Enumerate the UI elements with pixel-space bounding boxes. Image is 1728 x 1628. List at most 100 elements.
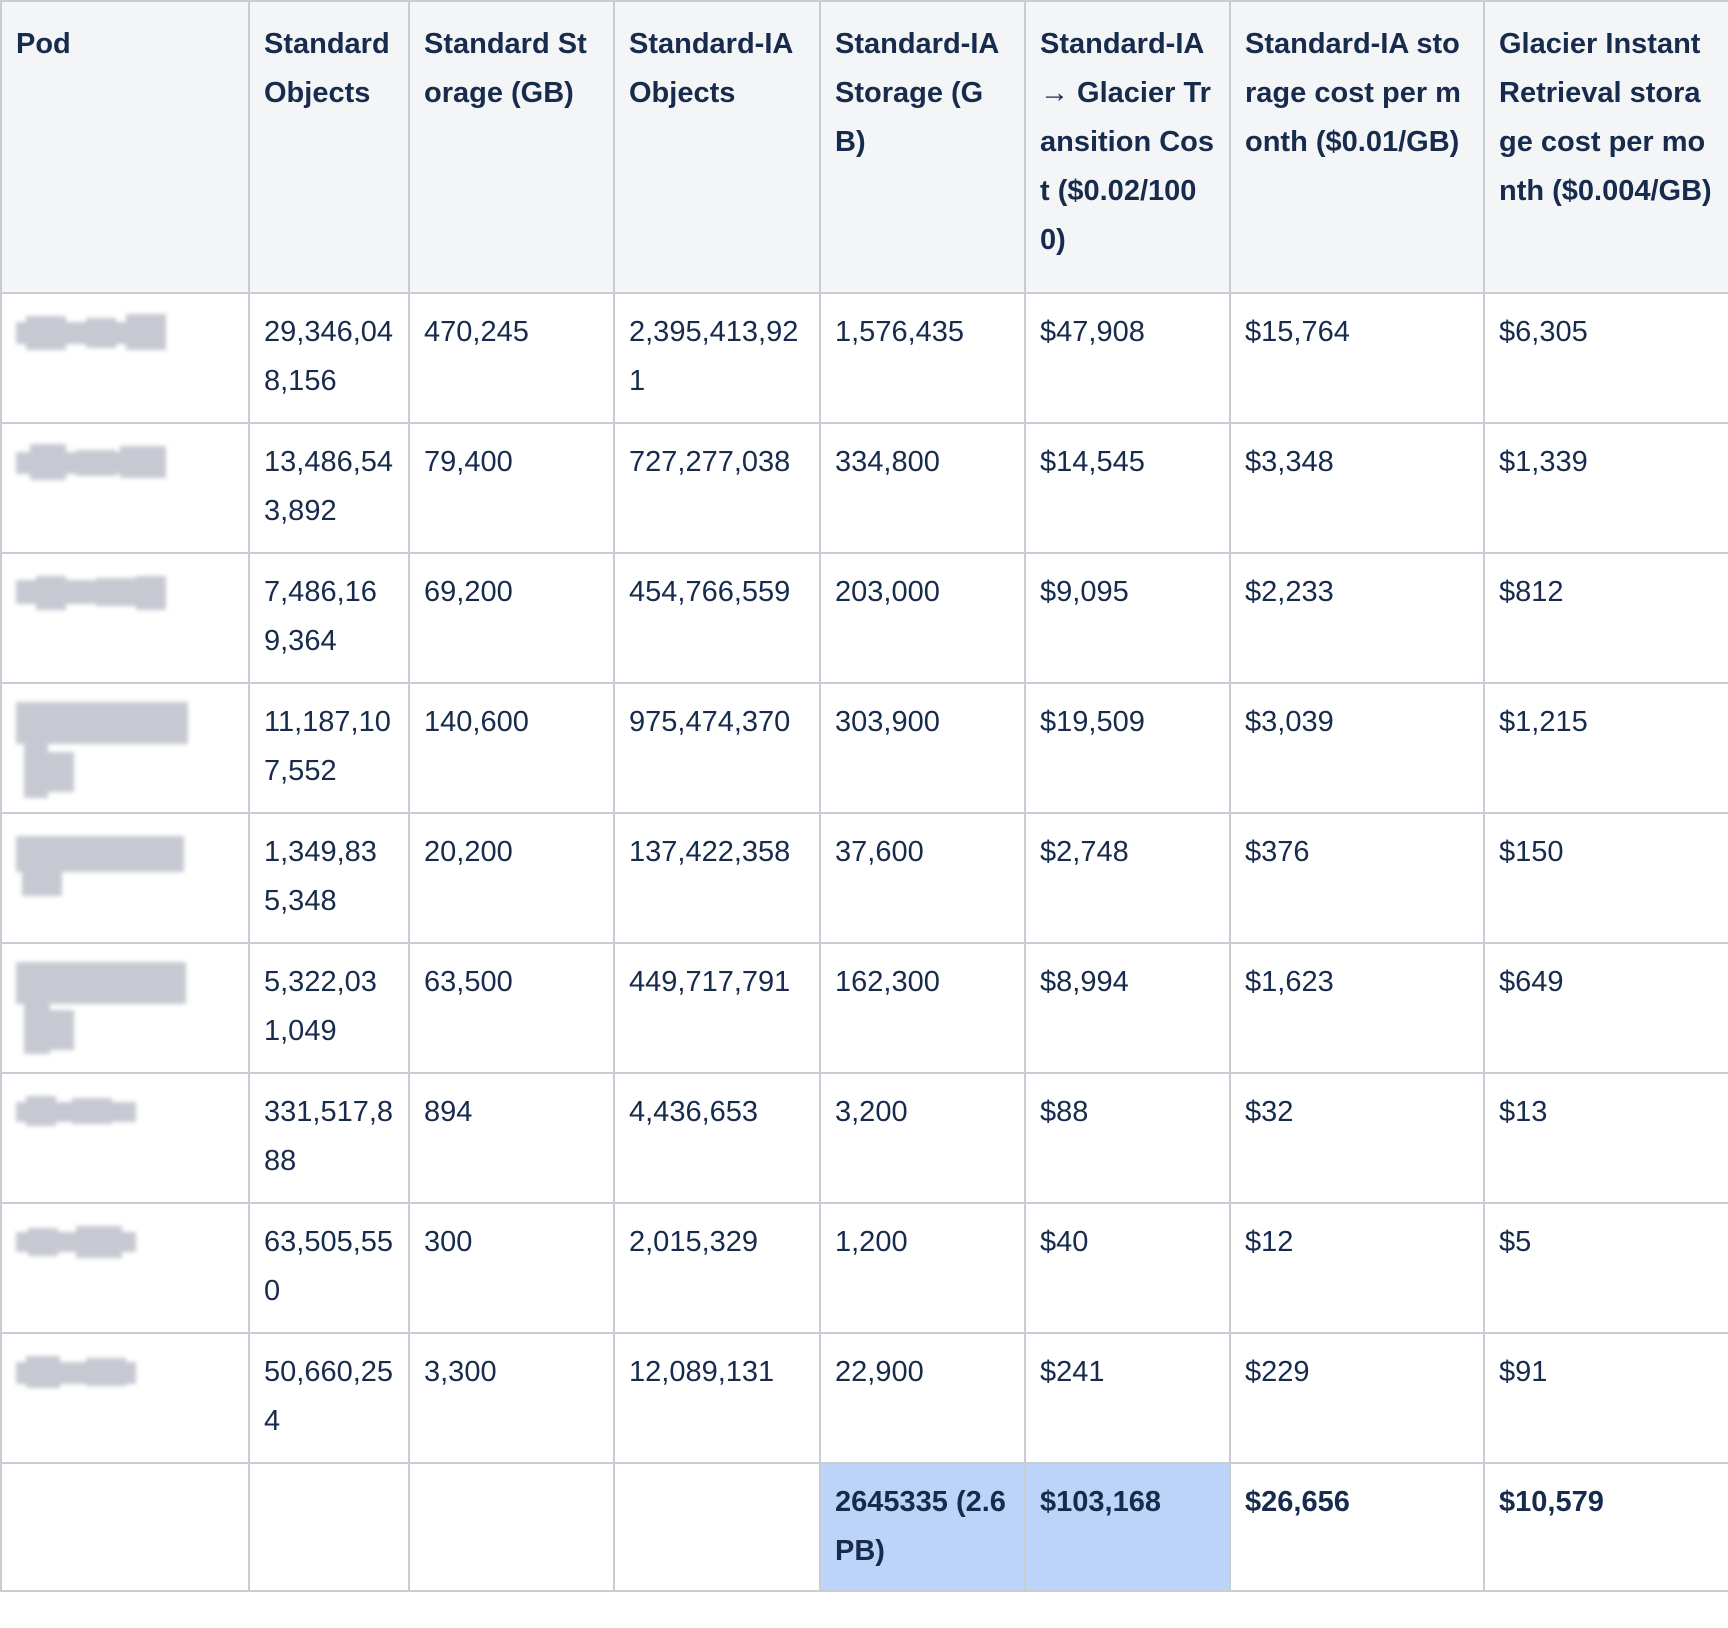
glacier-cost-cell: $13 <box>1483 1072 1728 1204</box>
pod-name-cell <box>0 682 250 814</box>
redacted-pod-name <box>16 1352 186 1392</box>
standard-ia-storage-cell: 1,200 <box>819 1202 1026 1334</box>
standard-objects-cell: 50,660,254 <box>248 1332 410 1464</box>
standard-objects-cell: 29,346,048,156 <box>248 292 410 424</box>
table-row: 331,517,888 894 4,436,653 3,200 $88 $32 $13 <box>0 1072 1728 1204</box>
header-row: Pod Standard Objects Standard Storage (G… <box>0 0 1728 294</box>
standard-ia-storage-cell: 22,900 <box>819 1332 1026 1464</box>
pod-name-cell <box>0 1202 250 1334</box>
pod-name-cell <box>0 1072 250 1204</box>
glacier-cost-cell: $1,215 <box>1483 682 1728 814</box>
pod-name-cell <box>0 812 250 944</box>
standard-ia-objects-cell: 2,015,329 <box>613 1202 821 1334</box>
glacier-cost-cell: $812 <box>1483 552 1728 684</box>
transition-cost-cell: $9,095 <box>1024 552 1231 684</box>
glacier-cost-cell: $150 <box>1483 812 1728 944</box>
totals-standard-ia-objects-cell <box>613 1462 821 1592</box>
pod-name-cell <box>0 422 250 554</box>
standard-ia-objects-cell: 975,474,370 <box>613 682 821 814</box>
header-standard-ia-storage: Standard-IA Storage (GB) <box>819 0 1026 294</box>
transition-cost-cell: $40 <box>1024 1202 1231 1334</box>
standard-ia-storage-cell: 334,800 <box>819 422 1026 554</box>
standard-ia-cost-cell: $376 <box>1229 812 1485 944</box>
totals-pod-cell <box>0 1462 250 1592</box>
transition-cost-cell: $14,545 <box>1024 422 1231 554</box>
glacier-cost-cell: $1,339 <box>1483 422 1728 554</box>
standard-ia-cost-cell: $12 <box>1229 1202 1485 1334</box>
table-row: 29,346,048,156 470,245 2,395,413,921 1,576,… <box>0 292 1728 424</box>
standard-objects-cell: 331,517,888 <box>248 1072 410 1204</box>
totals-standard-storage-cell <box>408 1462 615 1592</box>
totals-glacier-cost-cell: $10,579 <box>1483 1462 1728 1592</box>
redacted-pod-name <box>16 1092 186 1132</box>
standard-ia-objects-cell: 12,089,131 <box>613 1332 821 1464</box>
totals-standard-ia-storage-cell: 2645335 (2.6 PB) <box>819 1462 1026 1592</box>
standard-ia-objects-cell: 449,717,791 <box>613 942 821 1074</box>
transition-cost-cell: $47,908 <box>1024 292 1231 424</box>
table-row: 11,187,107,552 140,600 975,474,370 303,900 $… <box>0 682 1728 814</box>
standard-ia-cost-cell: $229 <box>1229 1332 1485 1464</box>
standard-ia-storage-cell: 203,000 <box>819 552 1026 684</box>
totals-row: 2645335 (2.6 PB) $103,168 $26,656 $10,579 <box>0 1462 1728 1592</box>
standard-ia-objects-cell: 137,422,358 <box>613 812 821 944</box>
standard-objects-cell: 13,486,543,892 <box>248 422 410 554</box>
pod-name-cell <box>0 552 250 684</box>
table-row: 5,322,031,049 63,500 449,717,791 162,300 $8,… <box>0 942 1728 1074</box>
table-row: 7,486,169,364 69,200 454,766,559 203,000 $9,… <box>0 552 1728 684</box>
standard-objects-cell: 7,486,169,364 <box>248 552 410 684</box>
pod-name-cell <box>0 1332 250 1464</box>
redacted-pod-name <box>16 702 188 798</box>
standard-objects-cell: 11,187,107,552 <box>248 682 410 814</box>
redacted-pod-name <box>16 442 186 482</box>
header-standard-ia-cost: Standard-IA storage cost per month ($0.0… <box>1229 0 1485 294</box>
table-row: 50,660,254 3,300 12,089,131 22,900 $241 $229 $… <box>0 1332 1728 1464</box>
glacier-cost-cell: $91 <box>1483 1332 1728 1464</box>
standard-objects-cell: 5,322,031,049 <box>248 942 410 1074</box>
header-glacier-cost: Glacier Instant Retrieval storage cost p… <box>1483 0 1728 294</box>
redacted-pod-name <box>16 962 186 1058</box>
standard-ia-cost-cell: $3,348 <box>1229 422 1485 554</box>
standard-storage-cell: 69,200 <box>408 552 615 684</box>
header-standard-storage: Standard Storage (GB) <box>408 0 615 294</box>
standard-ia-objects-cell: 727,277,038 <box>613 422 821 554</box>
standard-objects-cell: 63,505,550 <box>248 1202 410 1334</box>
standard-ia-cost-cell: $1,623 <box>1229 942 1485 1074</box>
standard-storage-cell: 300 <box>408 1202 615 1334</box>
standard-ia-storage-cell: 303,900 <box>819 682 1026 814</box>
transition-cost-cell: $241 <box>1024 1332 1231 1464</box>
standard-ia-objects-cell: 454,766,559 <box>613 552 821 684</box>
standard-storage-cell: 79,400 <box>408 422 615 554</box>
totals-standard-ia-cost-cell: $26,656 <box>1229 1462 1485 1592</box>
totals-standard-objects-cell <box>248 1462 410 1592</box>
table-row: 13,486,543,892 79,400 727,277,038 334,800 $1… <box>0 422 1728 554</box>
standard-storage-cell: 894 <box>408 1072 615 1204</box>
redacted-pod-name <box>16 832 186 928</box>
standard-ia-cost-cell: $15,764 <box>1229 292 1485 424</box>
standard-ia-objects-cell: 2,395,413,921 <box>613 292 821 424</box>
standard-storage-cell: 20,200 <box>408 812 615 944</box>
pod-name-cell <box>0 292 250 424</box>
header-standard-objects: Standard Objects <box>248 0 410 294</box>
totals-transition-cost-cell: $103,168 <box>1024 1462 1231 1592</box>
standard-ia-storage-cell: 1,576,435 <box>819 292 1026 424</box>
standard-storage-cell: 470,245 <box>408 292 615 424</box>
cost-comparison-table: Pod Standard Objects Standard Storage (G… <box>0 0 1728 1592</box>
standard-storage-cell: 3,300 <box>408 1332 615 1464</box>
glacier-cost-cell: $5 <box>1483 1202 1728 1334</box>
header-standard-ia-objects: Standard-IA Objects <box>613 0 821 294</box>
pod-name-cell <box>0 942 250 1074</box>
standard-ia-objects-cell: 4,436,653 <box>613 1072 821 1204</box>
glacier-cost-cell: $649 <box>1483 942 1728 1074</box>
redacted-pod-name <box>16 312 186 352</box>
standard-ia-storage-cell: 37,600 <box>819 812 1026 944</box>
standard-storage-cell: 140,600 <box>408 682 615 814</box>
standard-ia-cost-cell: $3,039 <box>1229 682 1485 814</box>
table-row: 1,349,835,348 20,200 137,422,358 37,600 $2,7… <box>0 812 1728 944</box>
transition-cost-cell: $2,748 <box>1024 812 1231 944</box>
standard-objects-cell: 1,349,835,348 <box>248 812 410 944</box>
standard-ia-cost-cell: $32 <box>1229 1072 1485 1204</box>
header-transition-cost: Standard-IA → Glacier Transition Cost ($… <box>1024 0 1231 294</box>
standard-storage-cell: 63,500 <box>408 942 615 1074</box>
glacier-cost-cell: $6,305 <box>1483 292 1728 424</box>
standard-ia-storage-cell: 3,200 <box>819 1072 1026 1204</box>
